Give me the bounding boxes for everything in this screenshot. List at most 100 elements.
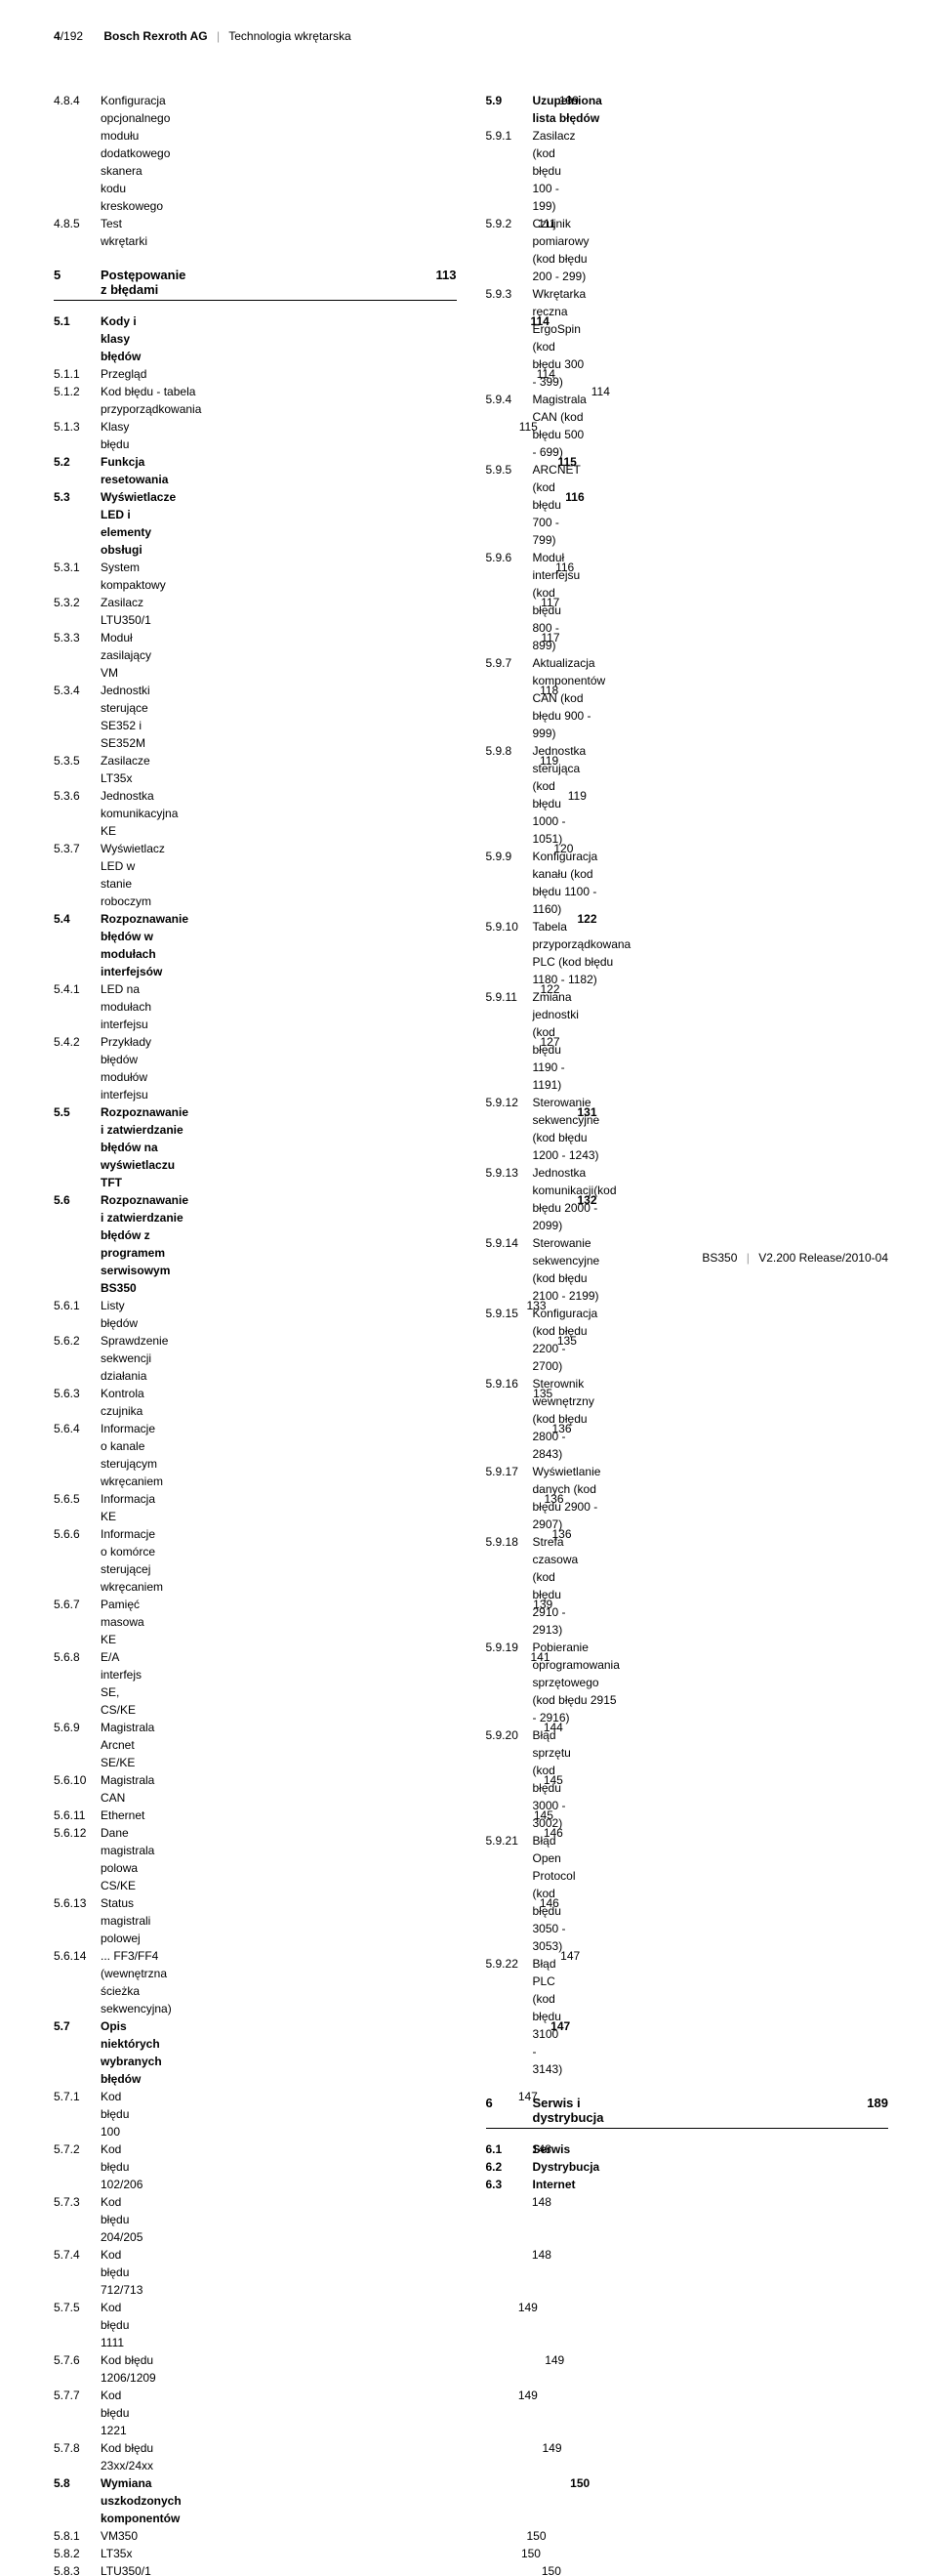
toc-entry-page: 173 — [585, 988, 937, 1006]
toc-entry-page: 147 — [168, 2017, 571, 2035]
toc-entry-page: 118 — [156, 682, 559, 699]
toc-entry-page: 189 — [605, 2158, 937, 2176]
toc-entry-title: Przykłady błędów modułów interfejsu — [101, 1033, 157, 1103]
toc-entry-title: Kod błędu - tabela przyporządkowania — [101, 383, 207, 418]
toc-entry-number: 5.9.17 — [486, 1463, 533, 1480]
toc-entry-number: 5.3.6 — [54, 787, 101, 805]
toc-entry-page: 181 — [603, 1305, 937, 1322]
toc-entry-page: 185 — [582, 1832, 937, 1849]
toc-entry-number: 5.6.8 — [54, 1648, 101, 1666]
toc-row: 5.6.3Kontrola czujnika135 — [54, 1385, 457, 1420]
toc-entry-page: 144 — [160, 1719, 563, 1736]
toc-entry-number: 5.1 — [54, 312, 101, 330]
toc-entry-title: Kod błędu 1206/1209 — [101, 2351, 162, 2387]
toc-entry-number: 5.6.9 — [54, 1719, 101, 1736]
toc-entry-number: 5.7.2 — [54, 2140, 101, 2158]
toc-entry-page: 150 — [143, 2527, 547, 2545]
footer-version: V2.200 Release/2010-04 — [758, 1251, 888, 1265]
toc-row: 5.1.2Kod błędu - tabela przyporządkowani… — [54, 383, 457, 418]
toc-entry-page: 115 — [174, 453, 577, 471]
toc-entry-page: 148 — [148, 2246, 551, 2264]
toc-left-column: 4.8.4Konfiguracja opcjonalnego modułu do… — [54, 92, 457, 2576]
toc-row: 5.6.1Listy błędów133 — [54, 1297, 457, 1332]
toc-entry-number: 5.9.1 — [486, 127, 533, 145]
toc-row: 5.3.5Zasilacze LT35x119 — [54, 752, 457, 787]
toc-entry-page: 149 — [135, 2299, 538, 2316]
toc-entry-page: 113 — [185, 268, 456, 282]
toc-entry-page: 117 — [157, 594, 560, 611]
toc-entry-page: 132 — [194, 1191, 597, 1209]
toc-entry-title: Kod błędu 102/206 — [101, 2140, 148, 2193]
toc-row: 5.2Funkcja resetowania115 — [54, 453, 457, 488]
toc-entry-number: 5.9.14 — [486, 1234, 533, 1252]
toc-row: 5.5Rozpoznawanie i zatwierdzanie błędów … — [54, 1103, 457, 1191]
toc-entry-title: Funkcja resetowania — [101, 453, 174, 488]
toc-entry-number: 5.6.2 — [54, 1332, 101, 1350]
toc-entry-page: 165 — [586, 549, 937, 566]
toc-row: 5.9.4Magistrala CAN (kod błędu 500 - 699… — [486, 391, 889, 461]
toc-entry-title: Przegląd — [101, 365, 152, 383]
toc-entry-title: Wyświetlacze LED i elementy obsługi — [101, 488, 182, 559]
toc-entry-page: 166 — [611, 654, 937, 672]
toc-row: 5.6.11Ethernet145 — [54, 1807, 457, 1824]
toc-entry-title: Magistrala CAN (kod błędu 500 - 699) — [533, 391, 592, 461]
toc-entry-title: Konfiguracja opcjonalnego modułu dodatko… — [101, 92, 176, 215]
toc-row: 5.9.1Zasilacz (kod błędu 100 - 199)152 — [486, 127, 889, 215]
toc-chapter-row: 6Serwis i dystrybucja189 — [486, 2096, 889, 2129]
toc-row: 6.2Dystrybucja189 — [486, 2158, 889, 2176]
toc-row: 5.7.8Kod błędu 23xx/24xx149 — [54, 2439, 457, 2474]
toc-entry-number: 5.7.1 — [54, 2088, 101, 2105]
toc-entry-title: Magistrala CAN — [101, 1771, 160, 1807]
toc-entry-number: 5.6.4 — [54, 1420, 101, 1437]
toc-row: 5.1.1Przegląd114 — [54, 365, 457, 383]
toc-entry-page: 185 — [577, 1726, 937, 1744]
toc-entry-number: 5.9.3 — [486, 285, 533, 303]
toc-entry-page: 185 — [626, 1639, 937, 1656]
toc-entry-page: 150 — [138, 2545, 541, 2562]
toc-row: 5.6.7Pamięć masowa KE139 — [54, 1596, 457, 1648]
toc-entry-number: 5.3.5 — [54, 752, 101, 769]
toc-entry-page: 186 — [568, 1955, 937, 1973]
toc-entry-number: 6.3 — [486, 2176, 533, 2193]
toc-row: 6.3Internet190 — [486, 2176, 889, 2193]
toc-entry-number: 5.8 — [54, 2474, 101, 2492]
toc-entry-page: 109 — [176, 92, 579, 109]
toc-entry-title: Sprawdzenie sekwencji działania — [101, 1332, 174, 1385]
toc-row: 5.7.2Kod błędu 102/206148 — [54, 2140, 457, 2193]
toc-entry-page: 131 — [194, 1103, 597, 1121]
toc-row: 5.7.4Kod błędu 712/713148 — [54, 2246, 457, 2299]
toc-entry-page: 120 — [171, 840, 574, 857]
toc-entry-title: LTU350/1 (dla wkrętarki ręcznej ErgoSpin… — [101, 2562, 158, 2576]
toc-entry-title: Postępowanie z błędami — [101, 268, 185, 297]
toc-row: 5.7.1Kod błędu 100147 — [54, 2088, 457, 2140]
toc-entry-number: 5.8.2 — [54, 2545, 101, 2562]
toc-entry-page: 154 — [595, 215, 937, 232]
toc-entry-number: 5.8.3 — [54, 2562, 101, 2576]
toc-entry-page: 185 — [584, 1533, 937, 1551]
toc-entry-number: 5.3.2 — [54, 594, 101, 611]
toc-entry-page: 161 — [587, 461, 937, 478]
toc-row: 5.9.10Tabela przyporządkowana PLC (kod b… — [486, 918, 889, 988]
toc-entry-page: 190 — [582, 2176, 937, 2193]
footer-separator: | — [747, 1251, 750, 1265]
toc-entry-number: 5.5 — [54, 1103, 101, 1121]
toc-chapter-row: 5Postępowanie z błędami113 — [54, 268, 457, 301]
toc-entry-page: 152 — [608, 92, 937, 109]
toc-entry-page: 150 — [158, 2562, 561, 2576]
toc-entry-number: 5.7 — [54, 2017, 101, 2035]
toc-entry-number: 5.6.11 — [54, 1807, 101, 1824]
toc-entry-page: 146 — [156, 1894, 559, 1912]
toc-entry-title: Rozpoznawanie i zatwierdzanie błędów z p… — [101, 1191, 194, 1297]
toc-entry-title: Zasilacz LTU350/1 — [101, 594, 157, 629]
toc-entry-number: 5.1.2 — [54, 383, 101, 400]
toc-row: 5.9.9Konfiguracja kanału (kod błędu 1100… — [486, 848, 889, 918]
toc-row: 5.4.1LED na modułach interfejsu122 — [54, 980, 457, 1033]
toc-entry-page: 122 — [157, 980, 560, 998]
toc-entry-number: 5.7.7 — [54, 2387, 101, 2404]
toc-entry-number: 5.1.3 — [54, 418, 101, 436]
toc-entry-page: 150 — [187, 2474, 591, 2492]
toc-entry-title: Magistrala Arcnet SE/KE — [101, 1719, 160, 1771]
toc-entry-title: Opis niektórych wybranych błędów — [101, 2017, 168, 2088]
toc-entry-title: LED na modułach interfejsu — [101, 980, 157, 1033]
toc-row: 5.8.1VM350150 — [54, 2527, 457, 2545]
